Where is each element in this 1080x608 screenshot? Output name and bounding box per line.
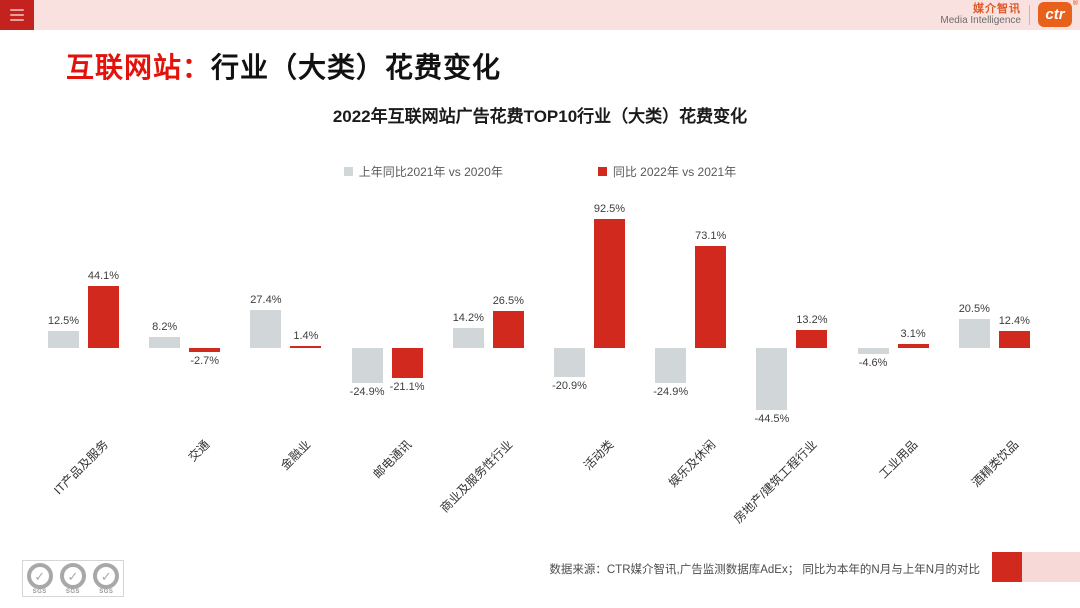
bar-curr-3 <box>391 348 423 378</box>
bar-curr-4 <box>492 310 524 348</box>
sgs-check-icon: ✓ <box>93 563 120 589</box>
bar-curr-5 <box>594 218 625 348</box>
sgs-certification-logos: ✓ SGS ✓ SGS ✓ SGS <box>22 560 124 597</box>
value-label: 92.5% <box>593 202 626 215</box>
bar-prev-1 <box>149 336 181 348</box>
brand-logo: 媒介智讯 Media Intelligence ctr ® <box>940 0 1078 27</box>
bar-curr-9 <box>998 330 1030 348</box>
bar-prev-7 <box>756 348 788 411</box>
bar-prev-2 <box>250 309 282 348</box>
page-title-highlight: 互联网站： <box>66 52 212 83</box>
value-label: 27.4% <box>250 293 282 306</box>
hamburger-icon <box>10 9 24 11</box>
value-label: -24.9% <box>653 385 689 398</box>
sgs-logo: ✓ SGS <box>91 563 121 595</box>
value-label: 8.2% <box>152 320 178 333</box>
value-label: 14.2% <box>452 312 484 325</box>
bar-prev-0 <box>48 330 79 348</box>
value-label: 26.5% <box>492 294 524 307</box>
ctr-logo: ctr ® <box>1038 0 1078 27</box>
bar-prev-4 <box>452 328 484 348</box>
value-label: -2.7% <box>190 354 220 367</box>
bar-prev-8 <box>857 348 889 355</box>
legend-swatch-gray <box>343 167 353 176</box>
page-title-rest: 行业（大类）花费变化 <box>211 52 502 83</box>
value-label: -4.6% <box>858 357 888 370</box>
hamburger-menu-button[interactable] <box>0 0 34 30</box>
sgs-check-icon: ✓ <box>26 563 53 589</box>
value-label: 1.4% <box>293 330 319 342</box>
legend-swatch-red <box>597 167 607 176</box>
page-title: 互联网站：行业（大类）花费变化 <box>66 46 501 86</box>
footer-decoration-red <box>992 552 1022 582</box>
bar-curr-2 <box>290 346 322 348</box>
legend-item-prev-yoy: 上年同比2021年 vs 2020年 <box>343 163 503 180</box>
chart-legend: 上年同比2021年 vs 2020年 同比 2022年 vs 2021年 <box>0 163 1080 180</box>
value-label: 13.2% <box>796 313 828 326</box>
brand-name-cn: 媒介智讯 <box>973 2 1021 15</box>
bar-prev-6 <box>655 348 687 383</box>
bar-curr-8 <box>897 343 929 348</box>
sgs-check-icon: ✓ <box>59 563 86 589</box>
sgs-logo: ✓ SGS <box>58 563 88 595</box>
plot-area: 12.5% 44.1% IT产品及服务 8.2% -2.7% 交通 27.4% 1.4% 金融业… <box>0 195 1080 575</box>
data-source-note: 数据来源：CTR媒介智讯,广告监测数据库AdEx； 同比为本年的N月与上年N月的… <box>549 564 980 576</box>
value-label: -44.5% <box>754 413 790 426</box>
value-label: -20.9% <box>552 380 587 393</box>
value-label: 44.1% <box>87 270 120 283</box>
legend-label: 上年同比2021年 vs 2020年 <box>358 165 503 179</box>
bar-prev-3 <box>351 348 383 383</box>
chart-title: 2022年互联网站广告花费TOP10行业（大类）花费变化 <box>332 107 748 126</box>
brand-divider <box>1029 4 1030 25</box>
value-label: 12.5% <box>47 314 80 327</box>
sgs-logo: ✓ SGS <box>25 563 55 595</box>
bar-curr-1 <box>189 348 221 352</box>
bar-curr-0 <box>88 286 119 348</box>
value-label: -24.9% <box>349 385 385 398</box>
footer-decoration-pink <box>1022 552 1080 582</box>
registered-mark: ® <box>1072 0 1078 7</box>
brand-name-en: Media Intelligence <box>940 15 1021 27</box>
bar-prev-5 <box>554 348 585 378</box>
bar-curr-6 <box>695 245 727 348</box>
legend-item-curr-yoy: 同比 2022年 vs 2021年 <box>597 163 737 180</box>
value-label: 3.1% <box>900 327 926 340</box>
bar-prev-9 <box>958 319 990 348</box>
value-label: 73.1% <box>695 229 727 242</box>
value-label: 12.4% <box>998 314 1030 327</box>
legend-label: 同比 2022年 vs 2021年 <box>612 165 737 179</box>
top-bar: 媒介智讯 Media Intelligence ctr ® <box>0 0 1080 30</box>
value-label: -21.1% <box>389 380 425 393</box>
value-label: 20.5% <box>958 303 990 316</box>
bar-curr-7 <box>796 329 828 348</box>
